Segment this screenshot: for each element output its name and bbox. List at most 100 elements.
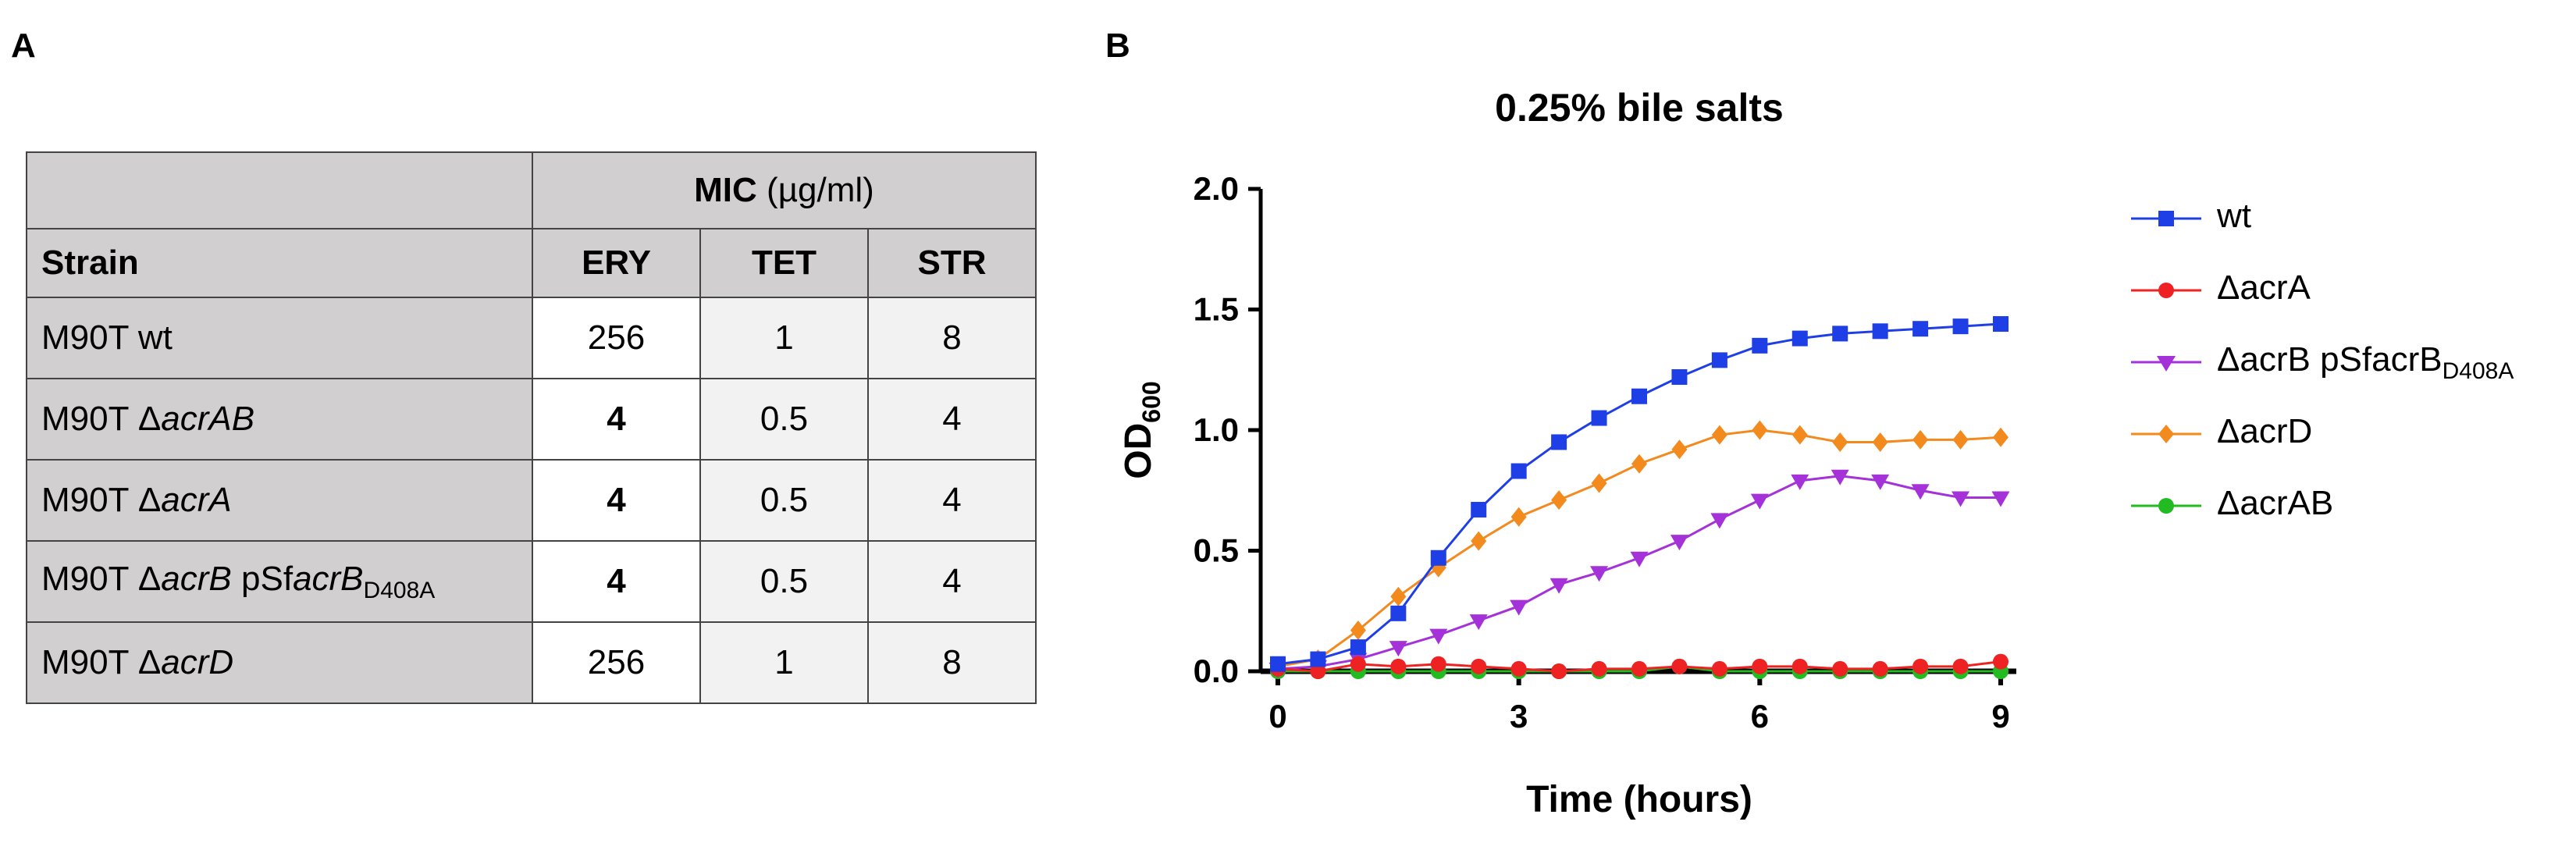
series-3-point bbox=[1993, 427, 2008, 447]
panel-b-letter: B bbox=[1105, 27, 1130, 65]
strain-gene: acrD bbox=[161, 643, 234, 681]
strain-prefix: M90T Δ bbox=[41, 643, 162, 681]
strain-gene: acrA bbox=[161, 481, 232, 519]
tet-cell: 0.5 bbox=[699, 540, 869, 623]
strain-prefix: M90T Δ bbox=[41, 400, 162, 438]
str-cell: 8 bbox=[867, 297, 1037, 379]
strain-cell: M90T ΔacrB pSfacrBD408A bbox=[26, 540, 533, 623]
y-axis-label-main: OD bbox=[1118, 423, 1159, 479]
series-1-point bbox=[1310, 663, 1326, 679]
series-0-point bbox=[1791, 330, 1808, 347]
str-cell: 4 bbox=[867, 459, 1037, 542]
series-0-point bbox=[1510, 463, 1527, 479]
series-3-point bbox=[1350, 620, 1366, 640]
tet-cell: 1 bbox=[699, 297, 869, 379]
y-tick-label: 0.5 bbox=[1194, 532, 1239, 569]
legend-marker bbox=[2158, 211, 2174, 226]
legend-label-text: ΔacrB pSfacrB bbox=[2217, 340, 2443, 379]
series-2-point bbox=[1871, 474, 1890, 490]
series-0-point bbox=[1952, 318, 1969, 335]
series-0-point bbox=[1631, 388, 1647, 404]
y-axis-label: OD600 bbox=[1118, 381, 1165, 478]
series-0-point bbox=[1591, 410, 1607, 426]
ery-cell: 256 bbox=[532, 621, 701, 704]
series-2-point bbox=[1469, 614, 1488, 631]
x-axis-label: Time (hours) bbox=[1526, 779, 1752, 820]
series-2-line bbox=[1277, 475, 2001, 670]
y-tick-label: 2.0 bbox=[1194, 170, 1239, 207]
series-1-point bbox=[1350, 656, 1366, 672]
series-0-point bbox=[1350, 639, 1366, 656]
series-0-point bbox=[1752, 337, 1768, 354]
mic-table: MIC (µg/ml) Strain ERY TET STR M90T wt 25… bbox=[26, 151, 1037, 704]
series-1-point bbox=[1510, 660, 1527, 677]
series-3-point bbox=[1791, 425, 1808, 445]
mic-header-unit: (µg/ml) bbox=[756, 171, 874, 209]
strain-cell: M90T wt bbox=[26, 297, 533, 379]
tet-cell: 0.5 bbox=[699, 378, 869, 461]
legend-marker bbox=[2157, 356, 2176, 372]
strain-gene: acrB bbox=[161, 559, 232, 598]
ery-cell: 4 bbox=[532, 540, 701, 623]
series-1-point bbox=[1671, 658, 1688, 674]
series-1-point bbox=[1631, 660, 1647, 677]
series-1-point bbox=[1912, 658, 1929, 674]
series-2-point bbox=[1389, 641, 1407, 657]
series-2-point bbox=[1791, 474, 1809, 490]
series-1-point bbox=[1752, 658, 1768, 674]
series-1-point bbox=[1390, 658, 1407, 674]
legend-marker bbox=[2158, 283, 2174, 298]
series-3-point bbox=[1711, 425, 1727, 445]
strain-mutation: D408A bbox=[363, 577, 436, 603]
strain-plasmid: pSf bbox=[231, 559, 294, 598]
series-3-point bbox=[1671, 439, 1688, 460]
series-0-point bbox=[1912, 321, 1929, 337]
series-2-point bbox=[1952, 491, 1970, 507]
series-0-point bbox=[1993, 316, 2008, 333]
series-3-point bbox=[1390, 586, 1407, 606]
series-2-point bbox=[1429, 628, 1448, 645]
strain-cell: M90T ΔacrAB bbox=[26, 378, 533, 461]
column-header-str: STR bbox=[867, 228, 1037, 298]
y-tick-label: 1.0 bbox=[1194, 411, 1239, 448]
ery-cell: 256 bbox=[532, 297, 701, 379]
strain-cell: M90T ΔacrA bbox=[26, 459, 533, 542]
table-row: M90T ΔacrD 256 1 8 bbox=[26, 621, 1037, 704]
series-3-point bbox=[1510, 507, 1527, 527]
series-2-point bbox=[1670, 535, 1688, 551]
column-header-ery: ERY bbox=[532, 228, 701, 298]
series-3-point bbox=[1631, 454, 1647, 474]
legend-marker bbox=[2158, 425, 2174, 443]
table-header-row-columns: Strain ERY TET STR bbox=[26, 228, 1037, 298]
series-2-point bbox=[1630, 551, 1649, 567]
series-3-point bbox=[1471, 531, 1487, 551]
strain-prefix: M90T Δ bbox=[41, 481, 162, 519]
series-3-point bbox=[1952, 429, 1969, 450]
strain-prefix: M90T wt bbox=[41, 318, 173, 357]
series-1-point bbox=[1591, 660, 1607, 677]
column-header-strain: Strain bbox=[26, 228, 533, 298]
series-0-point bbox=[1390, 605, 1407, 621]
series-0-line bbox=[1277, 322, 2001, 666]
str-cell: 4 bbox=[867, 378, 1037, 461]
series-1-point bbox=[1872, 660, 1888, 677]
series-1-point bbox=[1551, 663, 1567, 679]
series-1-point bbox=[1471, 658, 1487, 674]
panel-a-letter: A bbox=[11, 27, 36, 65]
series-3-point bbox=[1591, 473, 1607, 493]
strain-gene: acrAB bbox=[161, 400, 255, 438]
table-row: M90T ΔacrB pSfacrBD408A 4 0.5 4 bbox=[26, 540, 1037, 623]
legend-label: ΔacrAB bbox=[2217, 484, 2333, 523]
str-cell: 4 bbox=[867, 540, 1037, 623]
legend-label-text: ΔacrD bbox=[2217, 412, 2313, 450]
legend-marker bbox=[2158, 498, 2174, 514]
series-0-point bbox=[1310, 651, 1326, 667]
legend-label-text: ΔacrAB bbox=[2217, 484, 2334, 522]
series-3-point bbox=[1551, 490, 1567, 510]
strain-cell: M90T ΔacrD bbox=[26, 621, 533, 704]
legend-label: ΔacrB pSfacrBD408A bbox=[2217, 340, 2514, 385]
series-2-point bbox=[1991, 491, 2010, 507]
series-0-point bbox=[1551, 434, 1567, 450]
series-1-point bbox=[1952, 658, 1969, 674]
